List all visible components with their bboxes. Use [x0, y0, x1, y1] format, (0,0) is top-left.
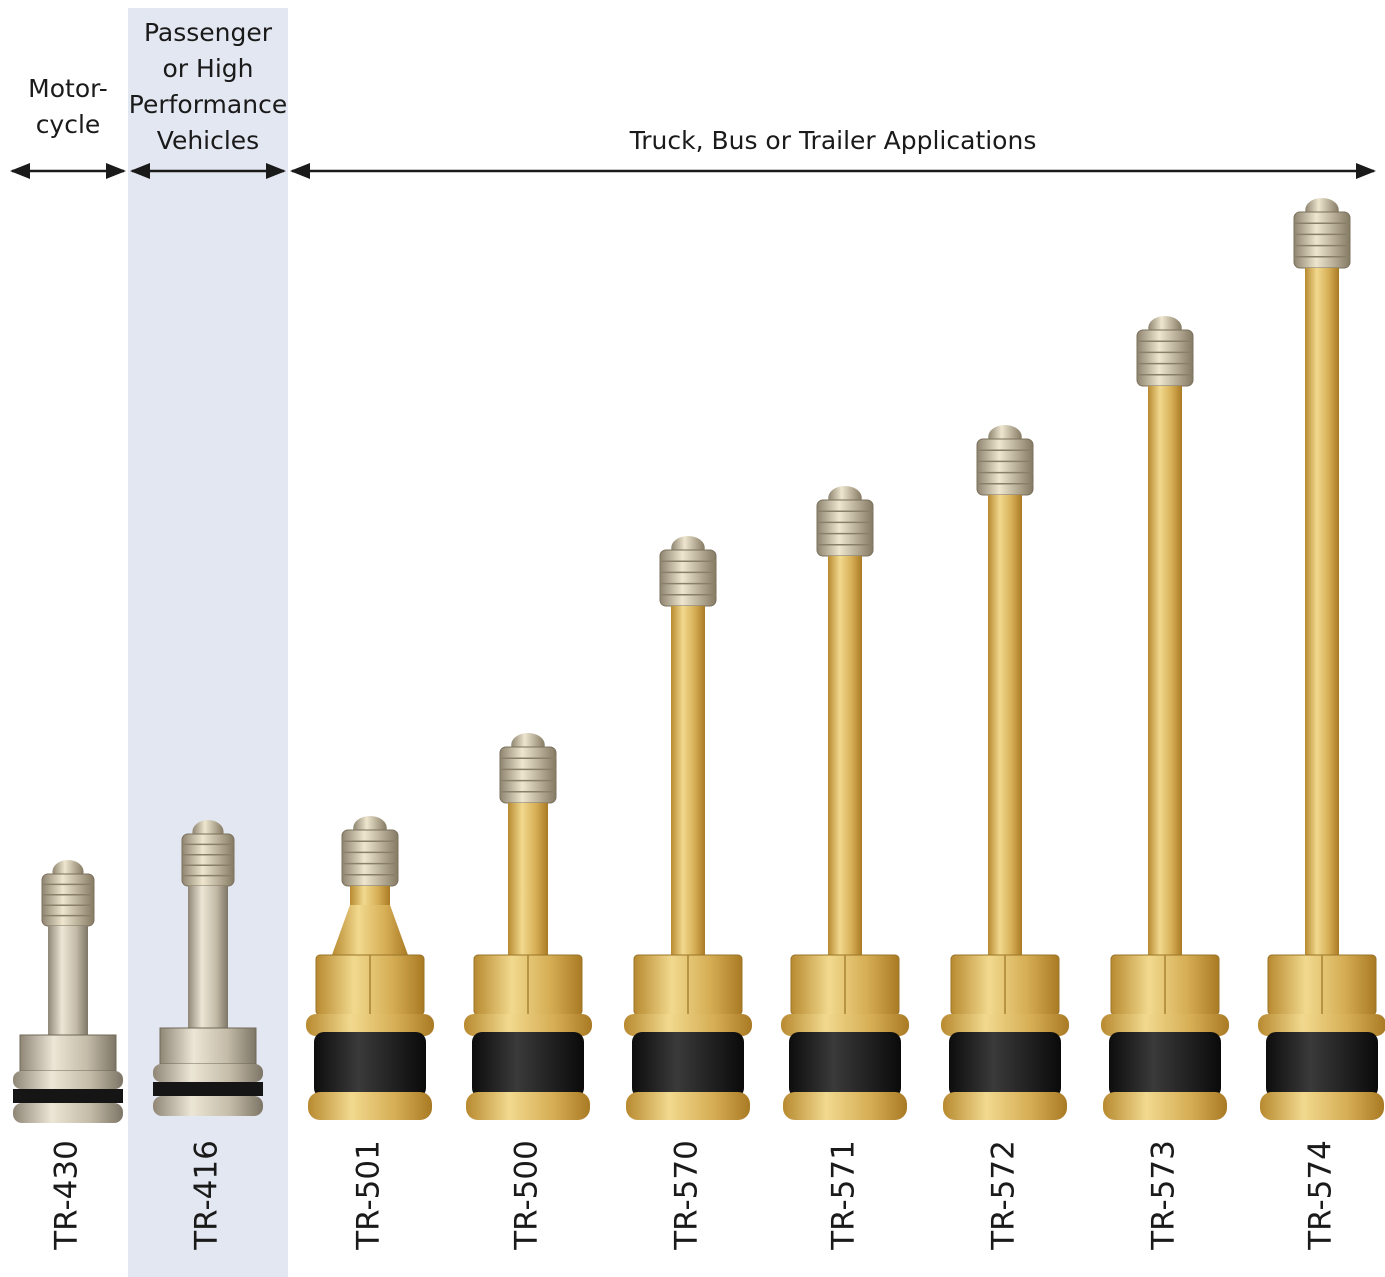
valve: [941, 425, 1069, 1120]
valve-stem: [1148, 386, 1182, 955]
valve-stem: [508, 803, 548, 955]
valve-cap: [816, 499, 874, 557]
valve-flange: [624, 1014, 752, 1036]
group-label: or High: [163, 54, 254, 83]
valve: [306, 816, 434, 1120]
product-label: TR-501: [351, 1140, 387, 1251]
valve-flare: [332, 905, 408, 955]
valve-flange: [464, 1014, 592, 1036]
valve-base: [13, 1103, 123, 1123]
valve-base: [783, 1092, 907, 1120]
valves: [13, 198, 1385, 1123]
valve-rubber: [789, 1032, 901, 1098]
valve: [624, 536, 752, 1120]
valve-cap: [1293, 211, 1351, 269]
valve-cap: [1136, 329, 1194, 387]
valve-base: [1260, 1092, 1384, 1120]
valve-washer: [153, 1064, 263, 1082]
valve-base: [943, 1092, 1067, 1120]
valve-washer: [13, 1071, 123, 1089]
valve-cap: [659, 549, 717, 607]
product-label: TR-416: [189, 1140, 225, 1251]
valve-base: [1103, 1092, 1227, 1120]
valve: [13, 860, 123, 1123]
valve-stem: [828, 556, 862, 955]
group-label: Truck, Bus or Trailer Applications: [629, 126, 1037, 155]
valve-rubber: [949, 1032, 1061, 1098]
valve-cap: [976, 438, 1034, 496]
product-label: TR-571: [826, 1140, 862, 1251]
valve-flange: [1258, 1014, 1385, 1036]
group-label: Vehicles: [157, 126, 259, 155]
group-label: Performance: [129, 90, 287, 119]
valve-rubber: [632, 1032, 744, 1098]
valve: [781, 486, 909, 1120]
valve-rubber: [1109, 1032, 1221, 1098]
valve-base: [626, 1092, 750, 1120]
product-label: TR-572: [986, 1140, 1022, 1251]
product-label: TR-500: [509, 1140, 545, 1251]
valve: [464, 733, 592, 1120]
valve-flange: [781, 1014, 909, 1036]
valve-stem: [48, 926, 88, 1035]
valve-rubber: [1266, 1032, 1378, 1098]
valve-cap: [341, 829, 399, 887]
valve-cap: [499, 746, 557, 804]
valve-cap: [41, 873, 95, 927]
valve-flange: [941, 1014, 1069, 1036]
valve: [1101, 316, 1229, 1120]
product-label: TR-570: [669, 1140, 705, 1251]
valve-seal: [13, 1089, 123, 1103]
valve: [1258, 198, 1385, 1120]
valve-rubber: [314, 1032, 426, 1098]
valve-flange: [1101, 1014, 1229, 1036]
product-label: TR-430: [49, 1140, 85, 1251]
group-label: Motor-: [28, 74, 108, 103]
valve: [153, 820, 263, 1116]
valve-nut: [159, 1027, 257, 1065]
valve-cap: [181, 833, 235, 887]
valve-stem: [188, 886, 228, 1028]
valve-seal: [153, 1082, 263, 1096]
group-label: cycle: [36, 110, 101, 139]
product-label: TR-574: [1303, 1140, 1339, 1251]
valve-rubber: [472, 1032, 584, 1098]
valve-base: [466, 1092, 590, 1120]
valve-stem: [1305, 268, 1339, 955]
valve-flange: [306, 1014, 434, 1036]
valve-nut: [19, 1034, 117, 1072]
labels: Motor-cycle Passenger or High Performance Ve…: [28, 18, 1338, 1251]
valve-stem: [671, 606, 705, 955]
group-label: Passenger: [144, 18, 273, 47]
valve-base: [308, 1092, 432, 1120]
valve-base: [153, 1096, 263, 1116]
valve-stem: [988, 495, 1022, 955]
product-label: TR-573: [1146, 1140, 1182, 1251]
